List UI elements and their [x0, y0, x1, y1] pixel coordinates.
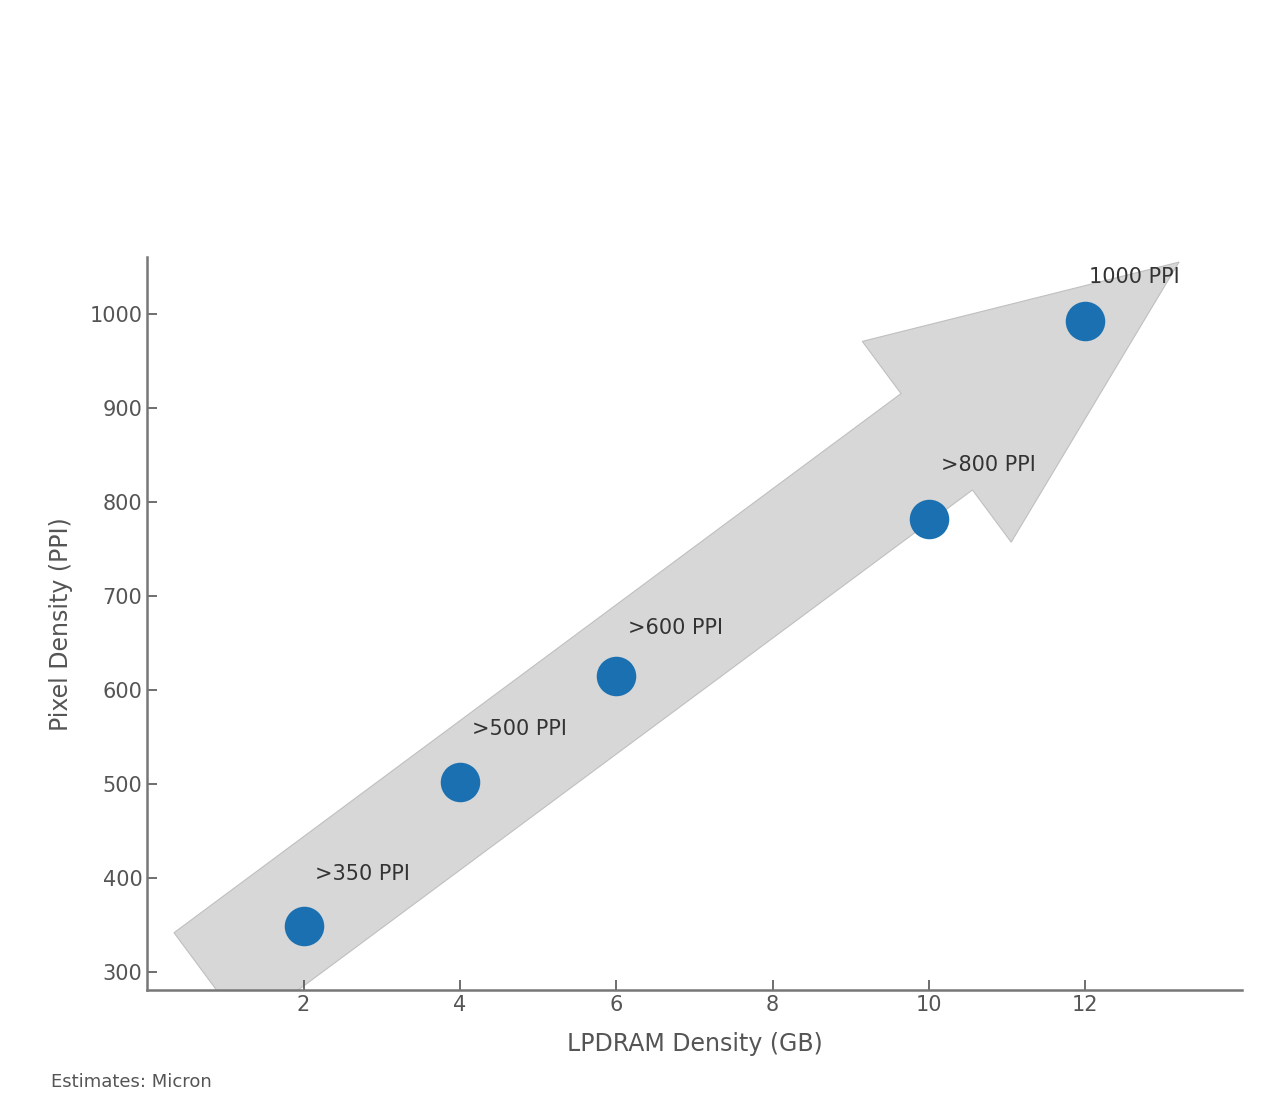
Point	[919, 509, 940, 527]
Point	[449, 773, 470, 791]
Text: Estimates: Micron: Estimates: Micron	[51, 1073, 212, 1091]
Text: >350 PPI: >350 PPI	[315, 864, 410, 884]
X-axis label: LPDRAM Density (GB): LPDRAM Density (GB)	[567, 1032, 822, 1056]
Text: and System Memory (LPDRAM): and System Memory (LPDRAM)	[316, 162, 964, 205]
Text: >600 PPI: >600 PPI	[628, 618, 723, 638]
Text: >500 PPI: >500 PPI	[471, 720, 567, 740]
Text: >800 PPI: >800 PPI	[941, 455, 1036, 476]
Polygon shape	[174, 262, 1179, 1029]
Y-axis label: Pixel Density (PPI): Pixel Density (PPI)	[49, 517, 73, 731]
Point	[1075, 312, 1096, 330]
Point	[293, 918, 314, 935]
Point	[605, 667, 626, 685]
Text: 1000 PPI: 1000 PPI	[1089, 267, 1180, 288]
Text: Relationship Between Phone Pixel Density: Relationship Between Phone Pixel Density	[204, 62, 1076, 103]
